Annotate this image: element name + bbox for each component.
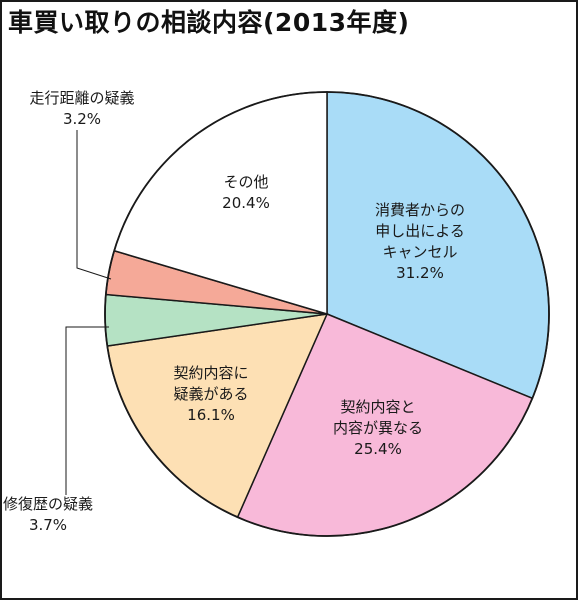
slice-label-6: その他	[223, 173, 268, 191]
slice-label-4: 修復歴の疑義	[3, 495, 93, 513]
leader-line-5	[76, 130, 112, 280]
slice-label-3: 疑義がある	[173, 385, 248, 403]
pie-outline	[104, 91, 550, 537]
slice-value-3: 16.1%	[187, 406, 235, 424]
slice-value-1: 31.2%	[396, 264, 444, 282]
slice-label-2: 内容が異なる	[333, 419, 423, 437]
slice-value-2: 25.4%	[354, 440, 402, 458]
leader-line-4	[65, 326, 109, 495]
slice-value-5: 3.2%	[63, 110, 101, 128]
slice-label-5: 走行距離の疑義	[29, 89, 134, 107]
slice-label-1: キャンセル	[382, 243, 457, 261]
slice-label-2: 契約内容と	[340, 398, 415, 416]
slice-label-1: 申し出による	[375, 222, 465, 240]
slice-label-3: 契約内容に	[173, 364, 248, 382]
slice-value-4: 3.7%	[29, 516, 67, 534]
chart-title: 車買い取りの相談内容(2013年度)	[8, 8, 410, 37]
slice-value-6: 20.4%	[222, 194, 270, 212]
slice-label-1: 消費者からの	[375, 201, 465, 219]
